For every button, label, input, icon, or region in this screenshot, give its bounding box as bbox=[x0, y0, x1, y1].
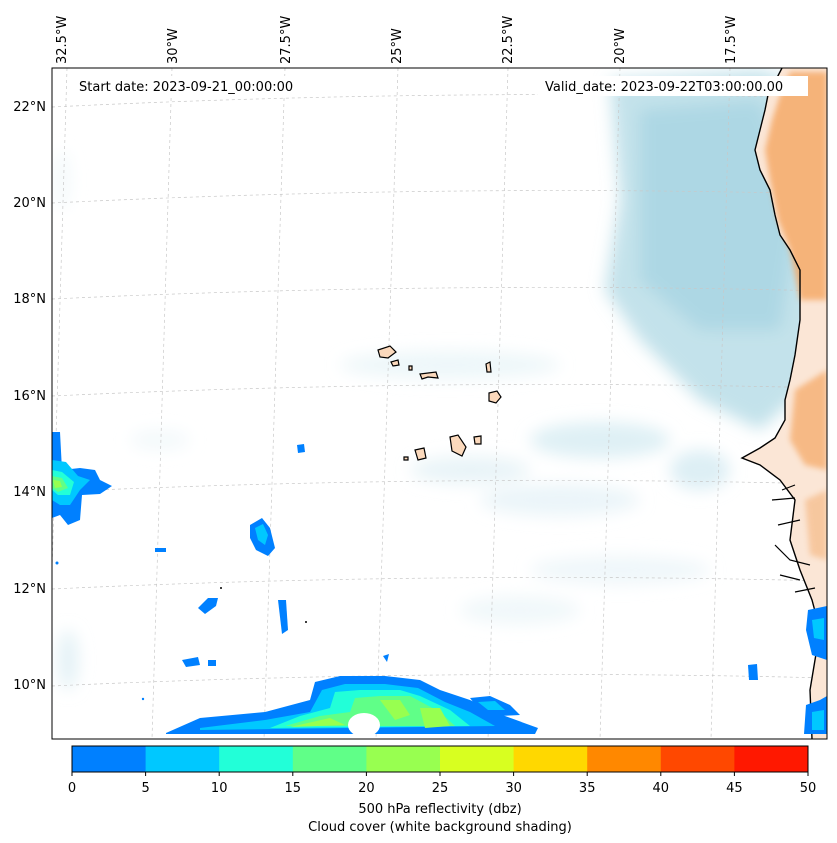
colorbar-tick-label: 30 bbox=[505, 781, 522, 796]
colorbar-swatch bbox=[587, 746, 662, 772]
lon-label: 27.5°W bbox=[279, 16, 294, 64]
colorbar-tick-label: 20 bbox=[358, 781, 375, 796]
colorbar-tick-label: 15 bbox=[285, 781, 302, 796]
colorbar-swatch bbox=[292, 746, 367, 772]
africa-land bbox=[740, 68, 827, 739]
lat-label: 18°N bbox=[13, 292, 46, 307]
colorbar-swatch bbox=[145, 746, 220, 772]
valid-date-box: Valid_date: 2023-09-22T03:00:00.00 bbox=[538, 76, 808, 96]
colorbar-tick-label: 45 bbox=[726, 781, 743, 796]
colorbar-swatch bbox=[366, 746, 441, 772]
colorbar-ticks: 0 5 10 15 20 25 30 35 40 45 50 bbox=[68, 772, 816, 796]
map-frame-border bbox=[51, 67, 828, 740]
lon-label: 30°W bbox=[166, 28, 181, 64]
lon-label: 17.5°W bbox=[724, 16, 739, 64]
valid-date-label: Valid_date: 2023-09-22T03:00:00.00 bbox=[545, 80, 783, 95]
lat-label: 16°N bbox=[13, 389, 46, 404]
lon-label: 22.5°W bbox=[501, 16, 516, 64]
graticule bbox=[52, 68, 827, 739]
colorbar-tick-label: 25 bbox=[432, 781, 449, 796]
colorbar-swatch bbox=[219, 746, 294, 772]
lat-label: 12°N bbox=[13, 582, 46, 597]
colorbar-tick-label: 35 bbox=[579, 781, 596, 796]
start-date-box: Start date: 2023-09-21_00:00:00 bbox=[72, 76, 312, 96]
map-content: Start date: 2023-09-21_00:00:00 Valid_da… bbox=[52, 68, 827, 739]
colorbar-tick-label: 40 bbox=[653, 781, 670, 796]
lon-label: 20°W bbox=[613, 28, 628, 64]
colorbar-tick-label: 0 bbox=[68, 781, 76, 796]
lat-label: 22°N bbox=[13, 100, 46, 115]
colorbar-tick-label: 10 bbox=[211, 781, 228, 796]
lat-label: 10°N bbox=[13, 678, 46, 693]
cape-verde-islands bbox=[377, 345, 502, 461]
latitude-labels: 22°N 20°N 18°N 16°N 14°N 12°N 10°N bbox=[13, 100, 46, 693]
lon-label: 32.5°W bbox=[55, 16, 70, 64]
lat-label: 14°N bbox=[13, 485, 46, 500]
colorbar-swatch bbox=[734, 746, 809, 772]
colorbar: 0 5 10 15 20 25 30 35 40 45 50 500 hPa reflectivit… bbox=[68, 745, 816, 835]
colorbar-swatches bbox=[72, 746, 809, 772]
start-date-label: Start date: 2023-09-21_00:00:00 bbox=[79, 80, 293, 95]
colorbar-swatch bbox=[513, 746, 588, 772]
colorbar-sublabel: Cloud cover (white background shading) bbox=[308, 820, 572, 835]
colorbar-label: 500 hPa reflectivity (dbz) bbox=[358, 802, 521, 817]
lat-label: 20°N bbox=[13, 196, 46, 211]
lon-label: 25°W bbox=[390, 28, 405, 64]
colorbar-tick-label: 50 bbox=[800, 781, 817, 796]
colorbar-tick-label: 5 bbox=[141, 781, 149, 796]
colorbar-swatch bbox=[72, 746, 147, 772]
colorbar-swatch bbox=[660, 746, 735, 772]
colorbar-swatch bbox=[440, 746, 515, 772]
reflectivity-contours bbox=[52, 432, 827, 737]
longitude-labels: 32.5°W 30°W 27.5°W 25°W 22.5°W 20°W 17.5… bbox=[55, 16, 739, 64]
